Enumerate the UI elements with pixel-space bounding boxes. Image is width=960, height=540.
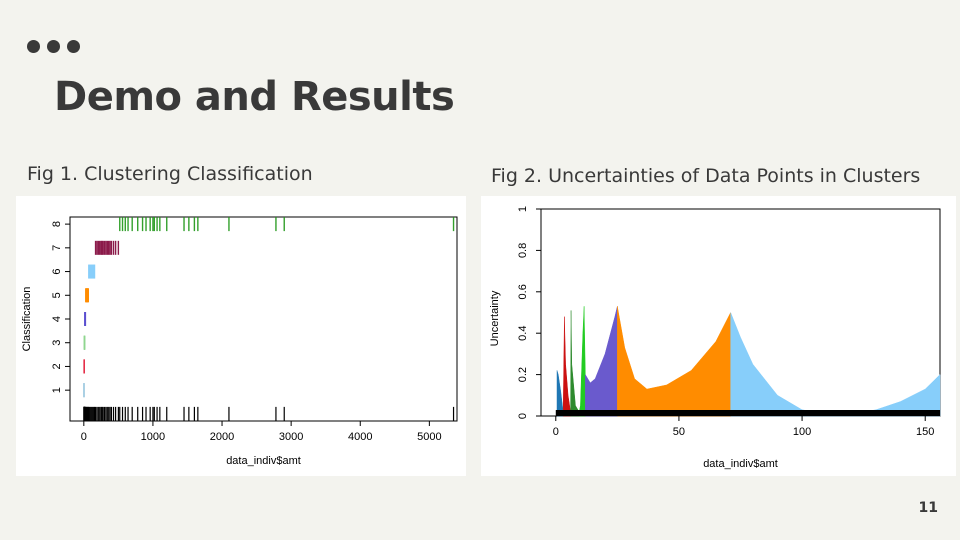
x-tick-label: 50 bbox=[673, 426, 685, 438]
uncertainty-area-5 bbox=[585, 306, 618, 417]
x-tick-label: 5000 bbox=[417, 431, 441, 443]
x-tick-label: 2000 bbox=[210, 431, 234, 443]
y-tick-label: 4 bbox=[51, 316, 63, 322]
fig1-caption: Fig 1. Clustering Classification bbox=[27, 163, 313, 185]
x-tick-label: 0 bbox=[553, 426, 559, 438]
data-rug bbox=[555, 410, 940, 416]
uncertainty-area-2 bbox=[562, 316, 571, 417]
y-tick-label: 5 bbox=[51, 292, 63, 298]
dot bbox=[27, 40, 40, 53]
y-tick-label: 3 bbox=[51, 340, 63, 346]
y-tick-label: 6 bbox=[51, 268, 63, 274]
x-axis-label: data_indiv$amt bbox=[703, 458, 778, 470]
uncertainty-chart-panel: 0 50 100 150 0 0.2 0.4 0.6 0.8 1 data_indiv$amt Unc… bbox=[481, 196, 956, 476]
uncertainty-area-1 bbox=[556, 370, 564, 417]
decorative-dots bbox=[27, 40, 80, 53]
x-tick-label: 1000 bbox=[141, 431, 165, 443]
y-tick-label: 0.2 bbox=[517, 367, 529, 382]
uncertainty-area-4 bbox=[578, 306, 586, 417]
y-tick-label: 0 bbox=[517, 413, 529, 419]
y-tick-label: 7 bbox=[51, 245, 63, 251]
dot bbox=[67, 40, 80, 53]
uncertainty-area-6 bbox=[617, 306, 731, 417]
y-tick-label: 0.8 bbox=[517, 243, 529, 258]
dot bbox=[47, 40, 60, 53]
x-tick-label: 4000 bbox=[348, 431, 372, 443]
uncertainty-area-3 bbox=[570, 310, 580, 417]
plot-frame bbox=[69, 216, 458, 422]
fig2-caption: Fig 2. Uncertainties of Data Points in C… bbox=[491, 165, 921, 187]
x-tick-label: 3000 bbox=[279, 431, 303, 443]
classification-chart-panel: 0 1000 2000 3000 4000 5000 1 2 3 4 5 6 7 8 data_indiv$… bbox=[16, 196, 466, 476]
x-tick-label: 100 bbox=[793, 426, 811, 438]
y-tick-label: 2 bbox=[51, 363, 63, 369]
y-axis-label: Classification bbox=[21, 287, 33, 352]
x-tick-label: 0 bbox=[81, 431, 87, 443]
uncertainty-area-7 bbox=[730, 312, 941, 417]
y-tick-label: 1 bbox=[517, 206, 529, 212]
y-tick-label: 0.6 bbox=[517, 284, 529, 299]
classification-chart: 0 1000 2000 3000 4000 5000 1 2 3 4 5 6 7 8 data_indiv$… bbox=[21, 216, 458, 467]
page-number: 11 bbox=[918, 500, 938, 516]
y-tick-label: 8 bbox=[51, 221, 63, 227]
y-tick-label: 1 bbox=[51, 387, 63, 393]
y-tick-label: 0.4 bbox=[517, 326, 529, 341]
x-axis-label: data_indiv$amt bbox=[226, 455, 301, 467]
x-tick-label: 150 bbox=[916, 426, 934, 438]
uncertainty-chart: 0 50 100 150 0 0.2 0.4 0.6 0.8 1 data_indiv$amt Unc… bbox=[489, 206, 941, 470]
slide-title: Demo and Results bbox=[54, 74, 455, 120]
y-axis-label: Uncertainty bbox=[489, 290, 501, 346]
